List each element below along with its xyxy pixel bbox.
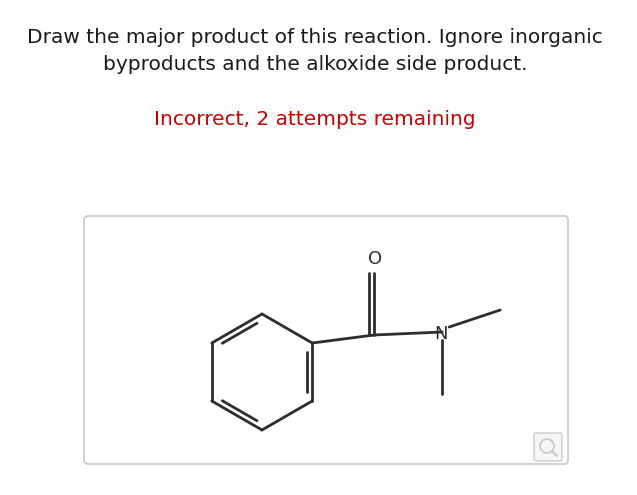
FancyBboxPatch shape bbox=[534, 433, 562, 461]
Text: Incorrect, 2 attempts remaining: Incorrect, 2 attempts remaining bbox=[154, 110, 476, 129]
Text: N: N bbox=[434, 325, 448, 343]
Text: byproducts and the alkoxide side product.: byproducts and the alkoxide side product… bbox=[103, 55, 527, 74]
Text: Draw the major product of this reaction. Ignore inorganic: Draw the major product of this reaction.… bbox=[27, 28, 603, 47]
Text: O: O bbox=[368, 250, 382, 268]
FancyBboxPatch shape bbox=[84, 216, 568, 464]
